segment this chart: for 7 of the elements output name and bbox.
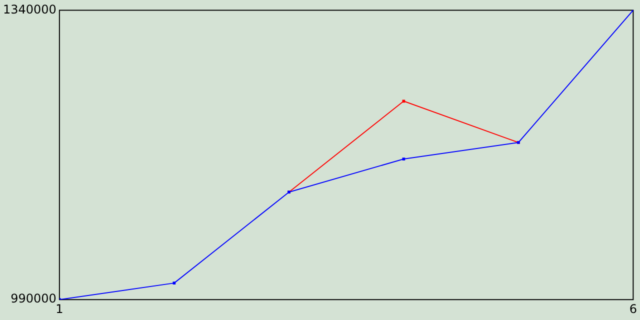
x-tick-label: 6: [629, 302, 638, 316]
point: [402, 100, 406, 103]
point: [172, 282, 176, 284]
x-tick-label: 1: [56, 302, 64, 316]
y-tick-label: 1340000: [2, 2, 56, 16]
y-tick-label: 990000: [10, 292, 56, 306]
point: [402, 158, 406, 160]
